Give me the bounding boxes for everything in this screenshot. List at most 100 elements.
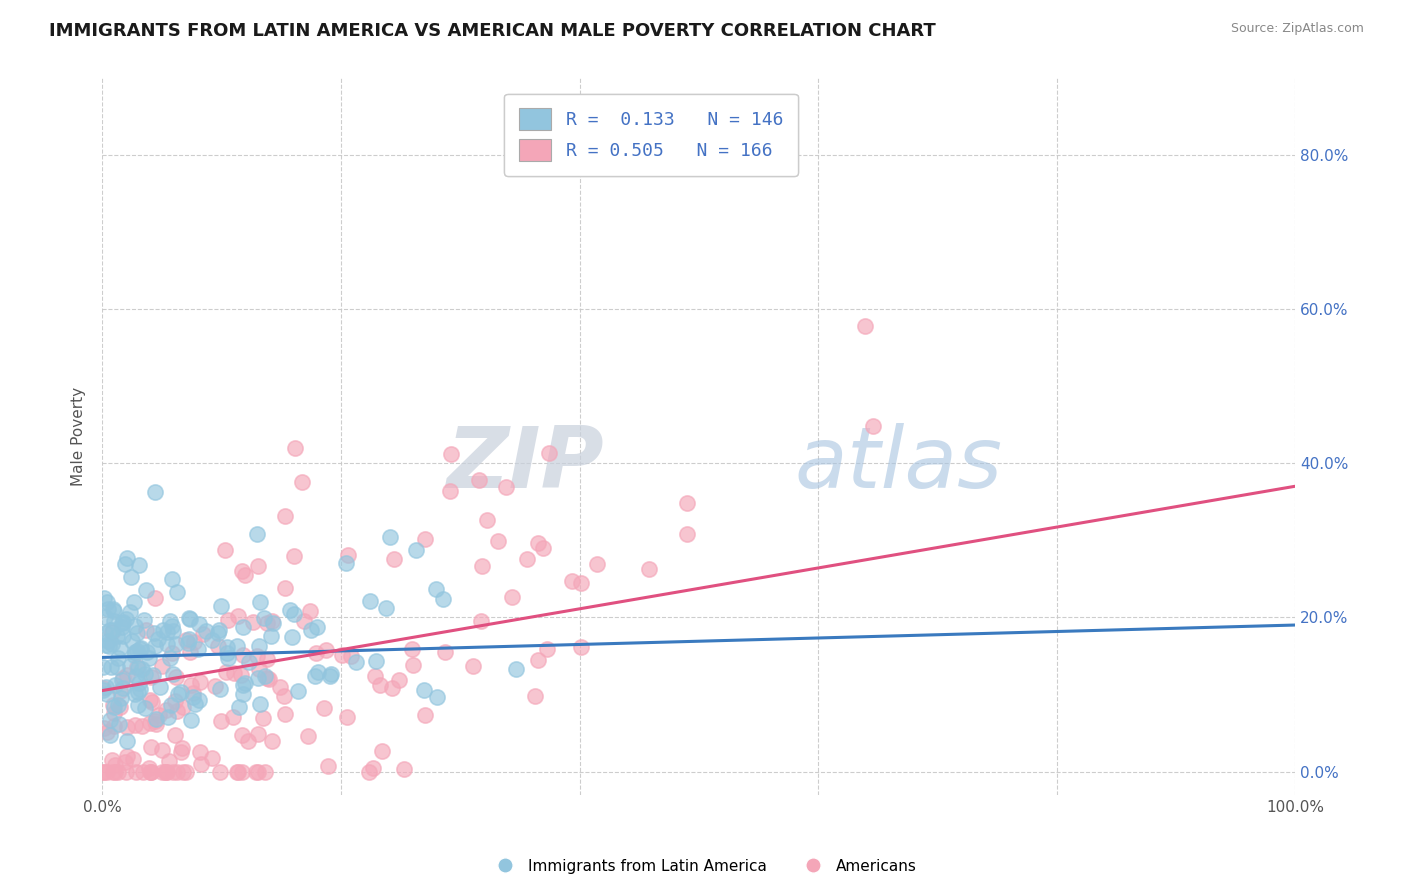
Point (139, 764, 162, 779)
Point (287, 684, 309, 698)
Point (226, 764, 249, 779)
Point (246, 671, 269, 685)
Point (166, 764, 188, 779)
Point (224, 665, 246, 680)
Point (413, 532, 436, 546)
Point (375, 600, 398, 615)
Legend: Immigrants from Latin America, Americans: Immigrants from Latin America, Americans (484, 853, 922, 880)
Point (226, 608, 249, 623)
Point (232, 687, 254, 701)
Point (145, 485, 167, 500)
Point (299, 623, 322, 637)
Point (382, 552, 405, 566)
Point (188, 692, 211, 706)
Point (336, 710, 359, 724)
Point (179, 610, 201, 624)
Point (249, 662, 271, 676)
Point (222, 710, 245, 724)
Point (283, 607, 305, 622)
Point (305, 647, 328, 661)
Point (93, 764, 115, 779)
Point (108, 717, 131, 731)
Point (312, 701, 335, 715)
Point (101, 637, 124, 651)
Point (467, 473, 489, 487)
Point (274, 707, 297, 722)
Point (675, 526, 697, 541)
Point (208, 681, 231, 696)
Point (274, 508, 297, 523)
Point (246, 727, 269, 741)
Point (112, 615, 135, 629)
Point (516, 552, 538, 566)
Point (304, 668, 326, 682)
Point (527, 536, 550, 550)
Point (179, 612, 201, 626)
Point (273, 689, 295, 703)
Point (281, 630, 304, 644)
Point (246, 649, 269, 664)
Point (291, 475, 314, 490)
Point (97, 602, 120, 616)
Point (215, 640, 238, 655)
Point (527, 653, 550, 667)
Point (638, 562, 661, 576)
Point (246, 526, 269, 541)
Point (115, 612, 138, 626)
Point (242, 615, 264, 629)
Point (215, 665, 238, 679)
Point (141, 670, 163, 684)
Point (204, 679, 226, 693)
Point (194, 624, 217, 639)
Point (569, 576, 592, 591)
Point (232, 620, 254, 634)
Point (190, 745, 212, 759)
Point (187, 617, 209, 632)
Point (252, 711, 274, 725)
Point (122, 595, 145, 609)
Point (440, 447, 463, 461)
Point (364, 669, 387, 683)
Point (103, 698, 125, 713)
Point (177, 635, 200, 649)
Point (283, 549, 305, 563)
Point (249, 639, 271, 653)
Point (318, 669, 340, 683)
Point (145, 712, 167, 726)
Point (569, 640, 592, 654)
Point (225, 639, 247, 653)
Point (156, 624, 179, 639)
Point (152, 623, 174, 637)
Point (284, 441, 307, 455)
Point (214, 542, 236, 557)
Point (157, 754, 180, 768)
Point (432, 591, 454, 606)
Point (246, 764, 269, 779)
Point (103, 706, 125, 720)
Point (91, 659, 114, 673)
Point (179, 632, 201, 647)
Point (238, 734, 260, 748)
Point (256, 652, 278, 666)
Point (162, 618, 184, 632)
Point (232, 648, 254, 663)
Legend: R =  0.133   N = 146, R = 0.505   N = 166: R = 0.133 N = 146, R = 0.505 N = 166 (505, 94, 797, 176)
Point (129, 640, 152, 655)
Point (401, 642, 423, 657)
Point (200, 751, 222, 765)
Point (162, 764, 184, 779)
Point (124, 645, 146, 659)
Point (294, 615, 316, 629)
Point (135, 582, 157, 597)
Point (103, 764, 125, 779)
Point (174, 632, 197, 647)
Point (262, 615, 284, 630)
Y-axis label: Male Poverty: Male Poverty (72, 386, 86, 485)
Point (201, 633, 224, 648)
Point (138, 762, 160, 776)
Point (134, 666, 156, 681)
Point (138, 715, 160, 730)
Point (231, 565, 253, 579)
Point (208, 624, 231, 638)
Point (561, 574, 583, 588)
